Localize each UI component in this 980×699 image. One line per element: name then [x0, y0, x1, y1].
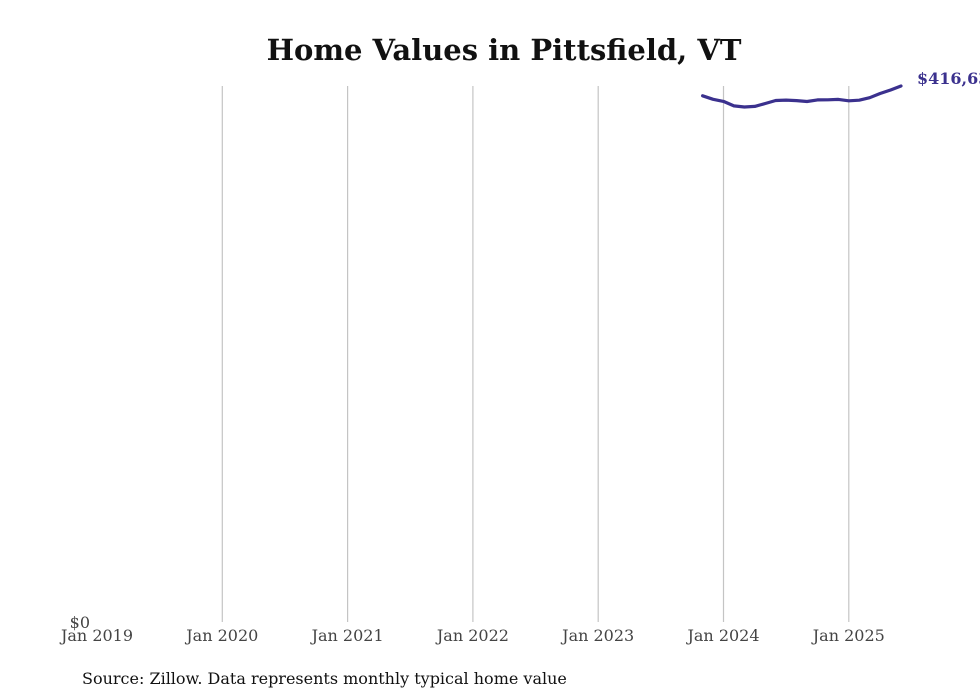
series-line-home-value: [701, 84, 903, 109]
y-tick-label-zero: $0: [70, 613, 90, 632]
chart-title: Home Values in Pittsfield, VT: [267, 33, 742, 67]
source-note: Source: Zillow. Data represents monthly …: [82, 669, 567, 688]
x-tick-label: Jan 2019: [59, 626, 133, 645]
x-tick-label: Jan 2024: [685, 626, 759, 645]
end-value-label: $416,632: [917, 69, 980, 88]
x-tick-label: Jan 2020: [184, 626, 258, 645]
x-tick-label: Jan 2023: [560, 626, 634, 645]
grid-lines: [221, 86, 850, 622]
x-tick-label: Jan 2025: [811, 626, 885, 645]
x-axis-ticks: Jan 2019 Jan 2020 Jan 2021 Jan 2022 Jan 2023…: [59, 626, 885, 645]
x-tick-label: Jan 2022: [435, 626, 509, 645]
x-tick-label: Jan 2021: [310, 626, 384, 645]
